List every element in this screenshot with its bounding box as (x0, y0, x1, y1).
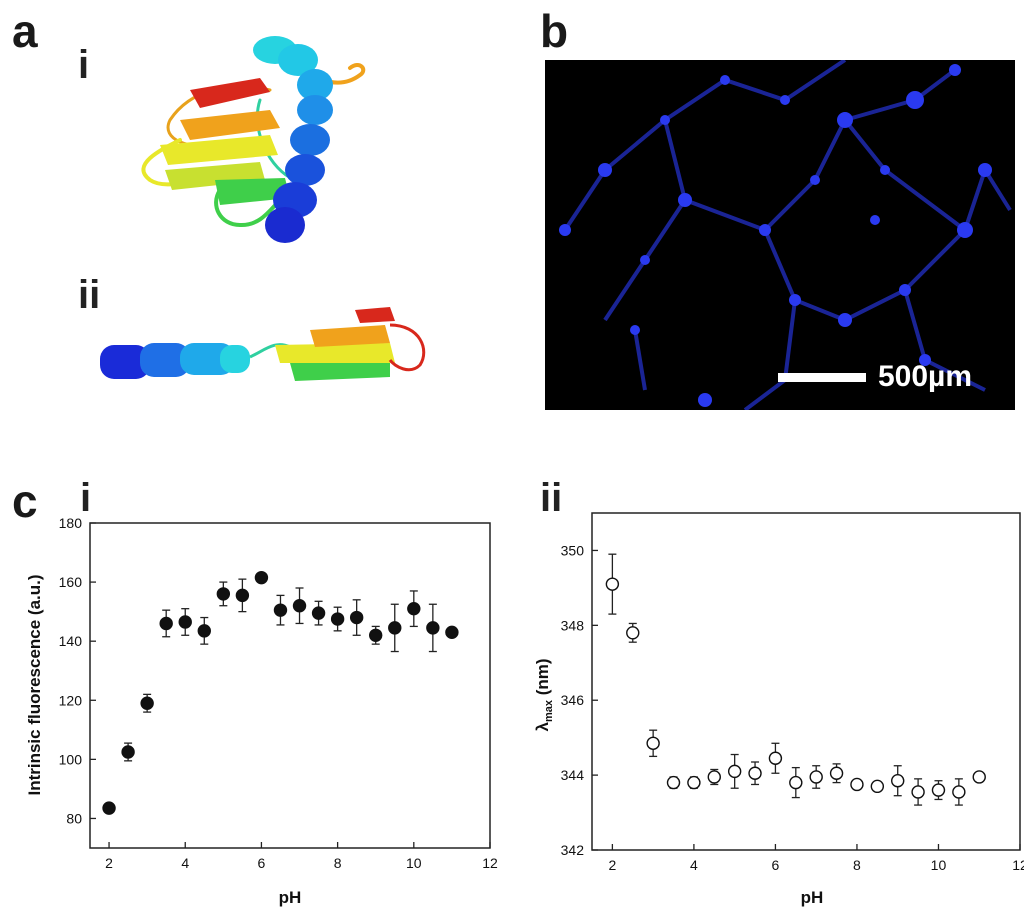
x-tick-label: 10 (406, 855, 422, 871)
y-tick-label: 342 (561, 842, 585, 858)
data-point (891, 774, 905, 788)
data-point (426, 621, 440, 635)
micrograph-background (545, 60, 1015, 410)
y-tick-label: 120 (59, 692, 83, 708)
data-point (292, 599, 307, 613)
y-axis: 80 100 120 140 160 180 (59, 515, 96, 826)
data-point (197, 624, 211, 638)
x-tick-label: 4 (690, 857, 698, 873)
data-point (216, 587, 231, 601)
scale-bar (778, 373, 866, 382)
data-point (121, 745, 135, 759)
data-point (235, 588, 250, 603)
data-point (178, 615, 192, 629)
data-point (870, 779, 885, 794)
data-point (330, 612, 345, 626)
panel-label-b: b (540, 5, 569, 57)
y-tick-label: 140 (59, 633, 83, 649)
data-point (748, 766, 762, 780)
y-tick-label: 160 (59, 574, 83, 590)
y-tick-label: 344 (561, 767, 585, 783)
plot-frame (591, 512, 1021, 851)
data-point (789, 775, 803, 790)
data-point (931, 783, 946, 797)
protein-structure-i-image (141, 36, 366, 243)
y-tick-label: 80 (66, 810, 82, 826)
panel-label-a-i: i (78, 43, 90, 87)
x-tick-label: 12 (1012, 857, 1024, 873)
y-tick-label: 346 (561, 692, 585, 708)
y-tick-label: 348 (561, 617, 585, 633)
data-point (388, 621, 402, 635)
y-axis-label: λmax (nm) (533, 658, 555, 731)
data-point (829, 766, 844, 780)
x-tick-label: 6 (772, 857, 780, 873)
chart-intrinsic-fluorescence: 2 4 6 8 10 12 80 100 120 140 160 180 pH Intrinsic … (25, 515, 498, 907)
protein-structure-ii-image (100, 307, 426, 381)
data-points (605, 553, 986, 806)
plot-frame (89, 522, 491, 849)
data-points (102, 570, 459, 815)
x-tick-label: 10 (931, 857, 947, 873)
data-point (254, 570, 269, 585)
data-point (407, 601, 421, 616)
data-point (349, 610, 364, 625)
panel-label-a-ii: ii (78, 273, 101, 317)
data-point (311, 606, 326, 620)
x-tick-label: 4 (181, 855, 189, 871)
panel-label-c-i: i (80, 476, 92, 520)
data-point (687, 775, 701, 790)
x-tick-label: 2 (608, 857, 616, 873)
x-axis: 2 4 6 8 10 12 (608, 844, 1024, 873)
data-point (159, 616, 173, 631)
y-axis: 342 344 346 348 350 (561, 542, 598, 858)
x-axis-label: pH (279, 888, 302, 907)
data-point (445, 625, 459, 640)
data-point (140, 696, 154, 710)
data-point (850, 777, 864, 792)
x-tick-label: 2 (105, 855, 113, 871)
x-axis: 2 4 6 8 10 12 (105, 842, 498, 871)
data-point (102, 801, 116, 815)
x-tick-label: 8 (334, 855, 342, 871)
y-tick-label: 180 (59, 515, 83, 531)
data-point (972, 770, 986, 784)
data-point (605, 577, 620, 591)
data-point (707, 770, 721, 784)
x-axis-label: pH (801, 888, 824, 907)
y-tick-label: 100 (59, 751, 83, 767)
data-point (727, 764, 742, 779)
data-point (911, 785, 925, 799)
chart-lambda-max: 2 4 6 8 10 12 342 344 346 348 350 pH λmax (nm) (533, 512, 1024, 907)
data-point (369, 628, 383, 642)
panel-label-c: c (12, 475, 38, 527)
data-point (626, 626, 640, 640)
x-tick-label: 6 (258, 855, 266, 871)
x-tick-label: 12 (482, 855, 498, 871)
data-point (666, 775, 681, 790)
y-axis-label: Intrinsic fluorescence (a.u.) (25, 574, 44, 795)
panel-label-a: a (12, 5, 38, 57)
fluorescence-micrograph (545, 60, 1015, 410)
y-tick-label: 350 (561, 542, 585, 558)
scale-bar-label: 500µm (878, 360, 973, 393)
data-point (952, 785, 966, 799)
panel-label-c-ii: ii (540, 476, 563, 520)
data-point (809, 770, 823, 784)
micrograph-nodes (559, 64, 992, 407)
data-point (646, 736, 660, 750)
data-point (768, 751, 783, 765)
data-point (273, 603, 288, 617)
x-tick-label: 8 (853, 857, 861, 873)
